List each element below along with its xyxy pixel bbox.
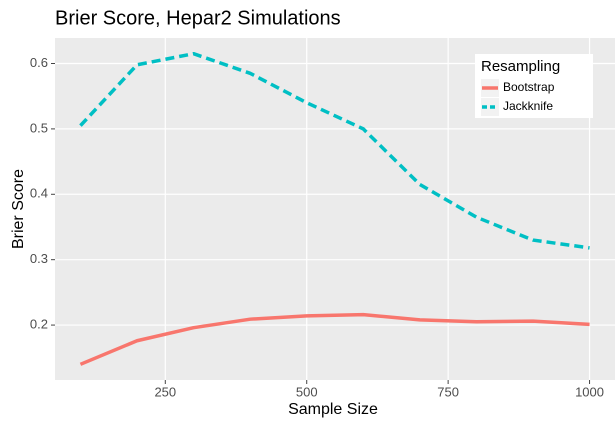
- x-tick-label: 1000: [575, 384, 604, 399]
- x-axis-label: Sample Size: [288, 401, 378, 418]
- chart-title: Brier Score, Hepar2 Simulations: [55, 7, 341, 29]
- y-tick-label: 0.3: [30, 251, 48, 266]
- legend-label: Jackknife: [503, 99, 553, 113]
- y-tick-label: 0.5: [30, 120, 48, 135]
- y-tick-label: 0.4: [30, 186, 48, 201]
- line-series: [79, 51, 590, 250]
- x-tick-label: 500: [296, 384, 318, 399]
- legend-title: Resampling: [481, 58, 560, 75]
- x-tick-label: 750: [437, 384, 459, 399]
- y-tick-label: 0.6: [30, 55, 48, 70]
- y-tick-label: 0.2: [30, 317, 48, 332]
- line-series: [79, 312, 590, 366]
- legend: Resampling Bootstrap Jackknife: [475, 54, 593, 118]
- x-tick-label: 250: [154, 384, 176, 399]
- legend-label: Bootstrap: [503, 80, 555, 94]
- y-axis-label: Brier Score: [10, 169, 27, 249]
